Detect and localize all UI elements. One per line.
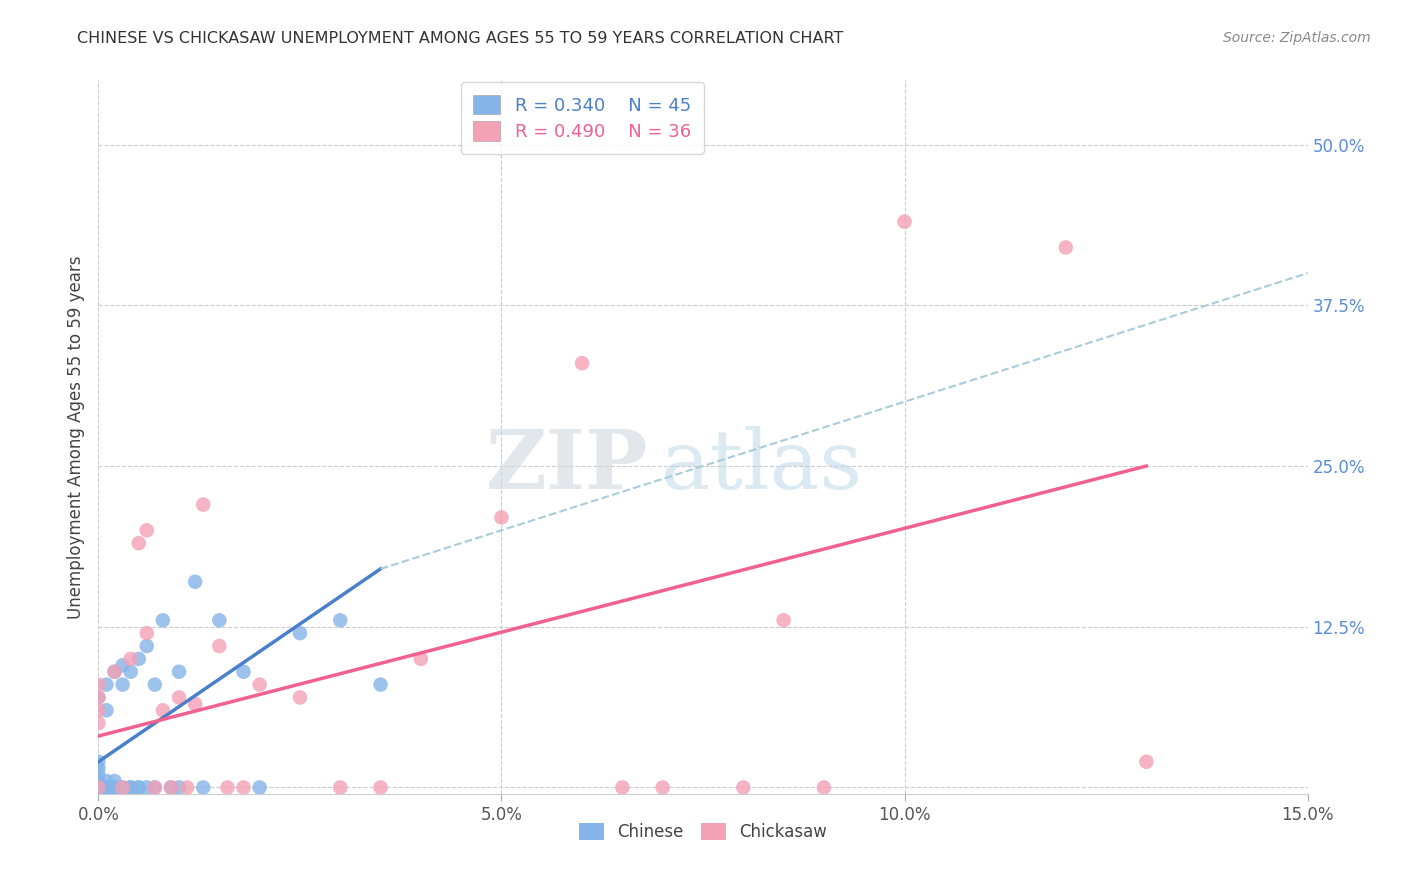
- Point: [813, 780, 835, 795]
- Point: [103, 774, 125, 789]
- Point: [772, 613, 794, 627]
- Point: [160, 780, 183, 795]
- Point: [135, 639, 157, 653]
- Point: [128, 780, 150, 795]
- Point: [111, 677, 134, 691]
- Point: [571, 356, 593, 370]
- Point: [87, 690, 110, 705]
- Point: [152, 613, 174, 627]
- Point: [208, 613, 231, 627]
- Point: [96, 780, 118, 795]
- Y-axis label: Unemployment Among Ages 55 to 59 years: Unemployment Among Ages 55 to 59 years: [66, 255, 84, 619]
- Point: [193, 498, 215, 512]
- Point: [409, 652, 432, 666]
- Point: [128, 780, 150, 795]
- Point: [103, 780, 125, 795]
- Point: [176, 780, 198, 795]
- Point: [103, 665, 125, 679]
- Point: [128, 652, 150, 666]
- Point: [232, 780, 254, 795]
- Point: [184, 697, 207, 711]
- Text: CHINESE VS CHICKASAW UNEMPLOYMENT AMONG AGES 55 TO 59 YEARS CORRELATION CHART: CHINESE VS CHICKASAW UNEMPLOYMENT AMONG …: [77, 31, 844, 46]
- Text: ZIP: ZIP: [486, 425, 648, 506]
- Point: [217, 780, 239, 795]
- Point: [87, 780, 110, 795]
- Point: [111, 658, 134, 673]
- Point: [167, 780, 190, 795]
- Point: [87, 755, 110, 769]
- Point: [288, 690, 311, 705]
- Point: [96, 677, 118, 691]
- Point: [87, 780, 110, 795]
- Point: [87, 703, 110, 717]
- Point: [135, 626, 157, 640]
- Point: [111, 780, 134, 795]
- Point: [160, 780, 183, 795]
- Point: [120, 780, 142, 795]
- Point: [249, 677, 271, 691]
- Point: [87, 767, 110, 781]
- Point: [329, 780, 352, 795]
- Point: [1135, 755, 1157, 769]
- Point: [167, 665, 190, 679]
- Point: [87, 780, 110, 795]
- Point: [96, 774, 118, 789]
- Point: [143, 780, 166, 795]
- Point: [87, 677, 110, 691]
- Point: [370, 780, 392, 795]
- Point: [193, 780, 215, 795]
- Point: [167, 690, 190, 705]
- Point: [1054, 240, 1077, 254]
- Point: [120, 652, 142, 666]
- Point: [96, 780, 118, 795]
- Point: [103, 665, 125, 679]
- Point: [135, 780, 157, 795]
- Point: [232, 665, 254, 679]
- Point: [733, 780, 755, 795]
- Point: [651, 780, 673, 795]
- Point: [120, 780, 142, 795]
- Point: [87, 716, 110, 731]
- Point: [87, 761, 110, 775]
- Point: [87, 690, 110, 705]
- Point: [152, 703, 174, 717]
- Point: [143, 677, 166, 691]
- Point: [370, 677, 392, 691]
- Point: [249, 780, 271, 795]
- Point: [103, 780, 125, 795]
- Point: [111, 780, 134, 795]
- Text: atlas: atlas: [661, 425, 863, 506]
- Point: [329, 613, 352, 627]
- Point: [208, 639, 231, 653]
- Text: Source: ZipAtlas.com: Source: ZipAtlas.com: [1223, 31, 1371, 45]
- Point: [288, 626, 311, 640]
- Point: [612, 780, 634, 795]
- Point: [893, 215, 915, 229]
- Point: [87, 774, 110, 789]
- Point: [120, 665, 142, 679]
- Point: [87, 780, 110, 795]
- Point: [491, 510, 513, 524]
- Point: [143, 780, 166, 795]
- Legend: Chinese, Chickasaw: Chinese, Chickasaw: [571, 815, 835, 850]
- Point: [87, 780, 110, 795]
- Point: [96, 780, 118, 795]
- Point: [128, 536, 150, 550]
- Point: [135, 524, 157, 538]
- Point: [87, 780, 110, 795]
- Point: [184, 574, 207, 589]
- Point: [96, 703, 118, 717]
